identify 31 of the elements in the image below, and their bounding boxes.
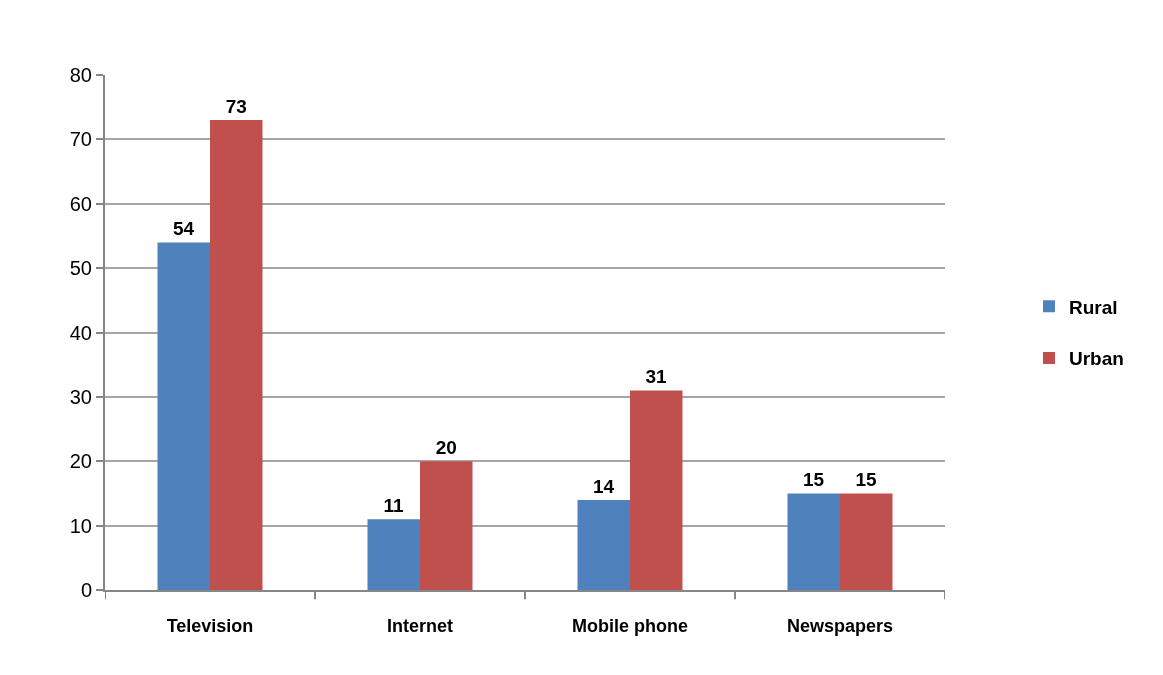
bar bbox=[577, 499, 630, 590]
y-tick-label: 40 bbox=[69, 321, 92, 344]
x-tick-label: Newspapers bbox=[786, 615, 894, 636]
y-tick-label: 30 bbox=[69, 385, 92, 408]
x-tick-label: Television bbox=[166, 615, 254, 636]
x-tick-label: Mobile phone bbox=[572, 615, 688, 636]
data-label: 54 bbox=[172, 218, 195, 240]
data-label: 15 bbox=[802, 469, 825, 491]
y-tick-label: 10 bbox=[69, 514, 92, 537]
data-label: 14 bbox=[592, 475, 615, 497]
legend-label: Urban bbox=[1069, 348, 1124, 370]
y-tick-label: 60 bbox=[69, 192, 92, 215]
data-label: 15 bbox=[855, 469, 878, 491]
bar bbox=[420, 461, 473, 590]
x-tick-label: Internet bbox=[386, 615, 454, 636]
bar bbox=[787, 493, 840, 590]
data-label: 73 bbox=[225, 96, 247, 118]
bar bbox=[367, 519, 420, 590]
y-tick-label: 0 bbox=[80, 579, 92, 601]
y-tick-label: 50 bbox=[69, 257, 92, 280]
y-tick-label: 20 bbox=[69, 450, 92, 473]
bar bbox=[630, 390, 683, 590]
bar bbox=[210, 120, 263, 590]
y-tick-label: 70 bbox=[69, 128, 92, 151]
data-label: 11 bbox=[383, 495, 405, 517]
data-label: 20 bbox=[435, 437, 457, 459]
bar bbox=[840, 493, 893, 590]
bar bbox=[157, 242, 210, 590]
y-tick-label: 80 bbox=[69, 64, 92, 86]
legend-label: Rural bbox=[1069, 296, 1118, 318]
data-label: 31 bbox=[645, 366, 668, 388]
